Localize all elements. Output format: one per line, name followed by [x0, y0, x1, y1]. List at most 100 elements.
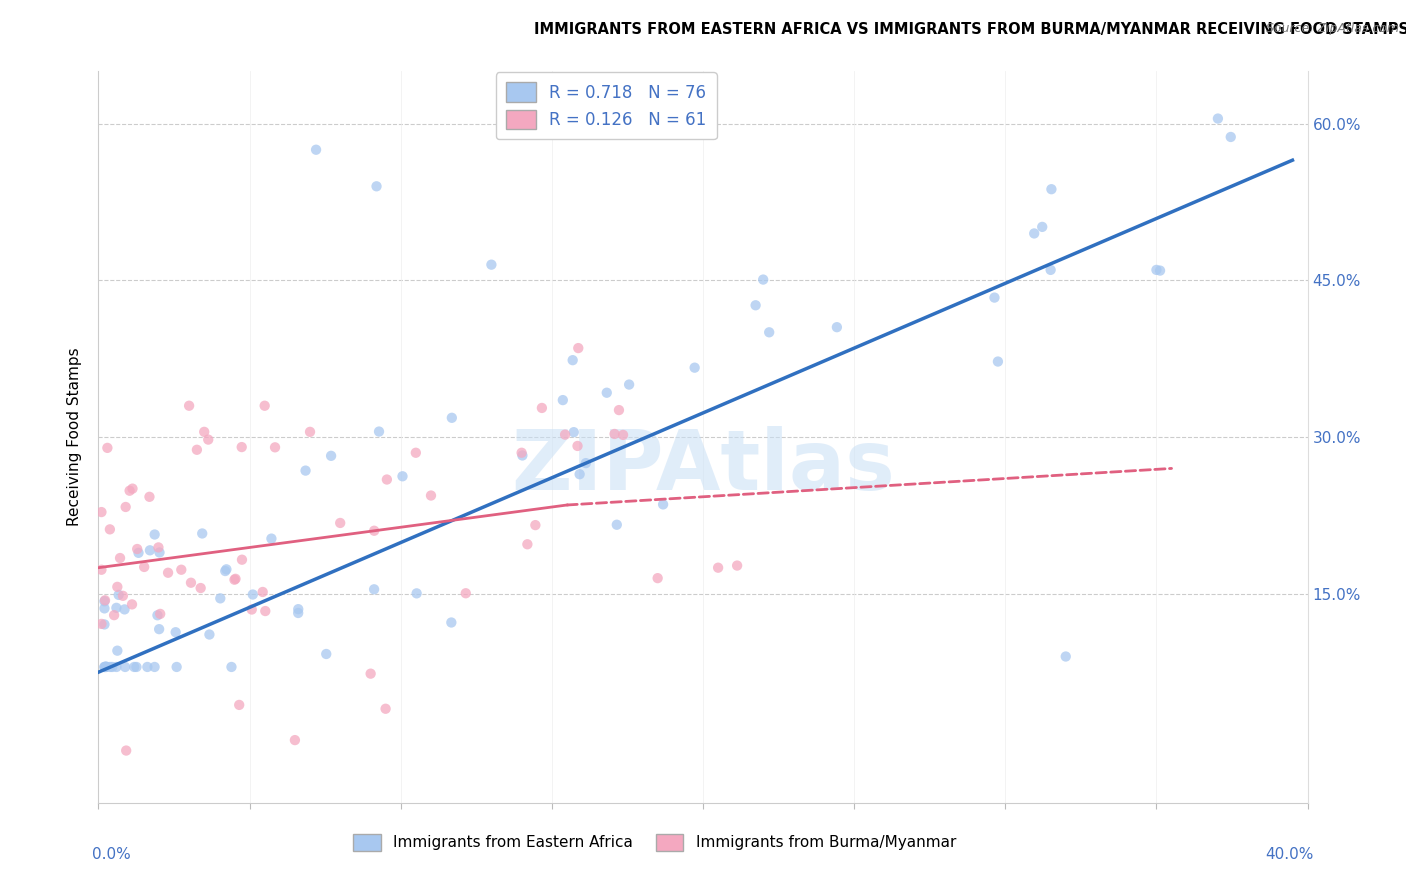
Point	[231, 440, 253, 454]
Legend: Immigrants from Eastern Africa, Immigrants from Burma/Myanmar: Immigrants from Eastern Africa, Immigran…	[347, 828, 962, 857]
Point	[652, 497, 675, 511]
Point	[214, 564, 236, 578]
Point	[108, 551, 131, 566]
Point	[225, 572, 247, 586]
Point	[983, 291, 1005, 305]
Point	[744, 298, 766, 312]
Point	[454, 586, 477, 600]
Point	[96, 441, 118, 455]
Point	[114, 500, 136, 514]
Point	[121, 482, 143, 496]
Point	[103, 608, 125, 623]
Point	[1040, 182, 1063, 196]
Point	[567, 439, 589, 453]
Text: 0.0%: 0.0%	[93, 847, 131, 862]
Point	[368, 425, 391, 439]
Point	[617, 377, 640, 392]
Point	[143, 527, 166, 541]
Point	[190, 581, 212, 595]
Point	[170, 563, 193, 577]
Point	[319, 449, 342, 463]
Point	[1219, 130, 1241, 145]
Point	[363, 524, 385, 538]
Point	[198, 627, 221, 641]
Point	[90, 616, 112, 631]
Point	[209, 591, 232, 606]
Point	[231, 552, 253, 566]
Point	[391, 469, 413, 483]
Point	[94, 660, 117, 674]
Point	[561, 353, 583, 368]
Point	[603, 426, 626, 441]
Point	[440, 615, 463, 630]
Point	[197, 433, 219, 447]
Point	[440, 410, 463, 425]
Point	[146, 608, 169, 623]
Point	[105, 643, 128, 657]
Point	[707, 560, 730, 574]
Point	[405, 446, 427, 460]
Point	[224, 573, 246, 587]
Point	[179, 399, 201, 413]
Point	[287, 606, 309, 620]
Point	[93, 617, 115, 632]
Point	[98, 660, 121, 674]
Point	[93, 594, 115, 608]
Point	[606, 517, 628, 532]
Point	[98, 522, 121, 536]
Point	[122, 660, 145, 674]
Point	[596, 385, 619, 400]
Point	[93, 660, 115, 674]
Point	[240, 602, 263, 616]
Point	[366, 179, 388, 194]
Point	[284, 733, 307, 747]
Point	[166, 660, 188, 674]
Point	[148, 541, 170, 555]
Point	[101, 660, 124, 674]
Point	[568, 467, 591, 482]
Point	[128, 546, 150, 560]
Point	[683, 360, 706, 375]
Y-axis label: Receiving Food Stamps: Receiving Food Stamps	[67, 348, 83, 526]
Point	[148, 622, 170, 636]
Point	[115, 743, 138, 757]
Point	[512, 449, 534, 463]
Point	[93, 660, 115, 674]
Point	[1206, 112, 1229, 126]
Point	[481, 258, 503, 272]
Point	[374, 702, 396, 716]
Point	[149, 607, 172, 621]
Point	[228, 698, 250, 712]
Point	[1149, 263, 1171, 277]
Point	[1054, 649, 1077, 664]
Point	[363, 582, 385, 597]
Point	[118, 483, 141, 498]
Point	[143, 660, 166, 674]
Point	[329, 516, 352, 530]
Point	[1024, 227, 1046, 241]
Point	[607, 403, 630, 417]
Text: Source: ZipAtlas.com: Source: ZipAtlas.com	[1265, 22, 1399, 36]
Point	[157, 566, 180, 580]
Point	[148, 545, 170, 559]
Point	[252, 585, 274, 599]
Point	[758, 326, 780, 340]
Point	[93, 601, 115, 615]
Point	[752, 272, 775, 286]
Point	[305, 143, 328, 157]
Point	[138, 490, 160, 504]
Point	[530, 401, 553, 415]
Point	[287, 602, 309, 616]
Point	[139, 543, 162, 558]
Point	[127, 541, 149, 556]
Point	[94, 593, 117, 607]
Point	[191, 526, 214, 541]
Point	[420, 489, 443, 503]
Point	[136, 660, 159, 674]
Point	[105, 580, 128, 594]
Point	[516, 537, 538, 551]
Point	[562, 425, 585, 439]
Point	[405, 586, 427, 600]
Point	[264, 440, 287, 454]
Point	[242, 587, 264, 601]
